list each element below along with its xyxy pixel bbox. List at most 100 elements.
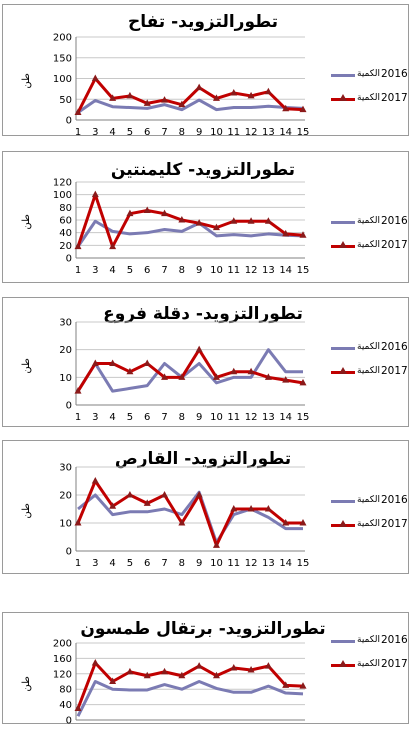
data-point [161, 373, 169, 380]
x-tick-label: 13 [262, 265, 275, 276]
series-line-2016 [76, 680, 304, 717]
y-tick-label: 40 [59, 700, 72, 711]
x-tick-label: 7 [161, 558, 167, 569]
y-tick-label: 30 [59, 463, 72, 474]
data-point [161, 209, 169, 217]
series-line-2016 [76, 348, 303, 393]
data-point [212, 541, 220, 548]
x-tick-label: 12 [245, 265, 258, 276]
data-point [264, 662, 272, 669]
x-tick-label: 6 [144, 127, 150, 137]
x-tick-label: 11 [227, 412, 240, 423]
data-point [264, 505, 272, 512]
x-tick-label: 8 [179, 265, 185, 276]
x-tick-label: 11 [227, 265, 240, 276]
x-tick-label: 10 [210, 127, 223, 137]
data-point [74, 387, 82, 394]
y-tick-label: 0 [66, 401, 72, 412]
x-tick-label: 6 [144, 265, 150, 276]
legend: الكمية 2016 الكمية 2017 [326, 633, 411, 681]
x-tick-label: 10 [210, 265, 223, 276]
data-point [282, 519, 290, 526]
y-tick-label: 20 [59, 345, 72, 356]
legend-word: الكمية [357, 519, 380, 529]
x-tick-label: 1 [75, 412, 81, 423]
data-point [282, 681, 290, 688]
series-line-2017 [76, 479, 303, 547]
data-point [195, 491, 203, 498]
legend: الكمية 2016 الكمية 2017 [326, 214, 411, 262]
y-tick-label: 20 [59, 491, 72, 502]
data-point [247, 217, 255, 224]
legend-word: الكمية [357, 216, 380, 226]
legend-year: 2017 [381, 239, 408, 251]
data-point [178, 373, 186, 380]
x-tick-label: 13 [262, 127, 275, 137]
x-tick-label: 8 [179, 558, 185, 569]
data-point [299, 378, 307, 386]
y-tick-label: 120 [53, 178, 72, 189]
x-tick-label: 12 [245, 412, 258, 423]
y-tick-label: 0 [66, 116, 72, 127]
chart-title: تطورالتزويد- القارص [114, 449, 292, 469]
data-point [299, 105, 307, 113]
x-tick-label: 15 [297, 265, 310, 276]
legend-word: الكمية [357, 342, 380, 352]
data-point [195, 83, 203, 91]
data-point [212, 671, 220, 679]
x-tick-label: 3 [92, 558, 98, 569]
x-tick-label: 15 [297, 412, 310, 423]
legend-marker [339, 241, 347, 248]
data-point [212, 223, 220, 231]
x-tick-label: 14 [279, 558, 292, 569]
x-tick-label: 1 [75, 558, 81, 569]
legend-marker [339, 660, 347, 667]
legend-marker [339, 94, 347, 101]
x-tick-label: 3 [92, 127, 98, 137]
series-line-2016 [77, 98, 304, 114]
x-tick-label: 4 [109, 265, 115, 276]
data-point [247, 665, 255, 673]
legend-word: الكمية [357, 69, 380, 79]
legend-entry: الكمية 2016 [326, 493, 411, 509]
x-tick-label: 4 [109, 558, 115, 569]
legend-word: الكمية [357, 635, 380, 645]
data-point [91, 359, 99, 366]
x-tick-label: 3 [92, 265, 98, 276]
x-tick-label: 14 [279, 265, 292, 276]
x-tick-label: 13 [262, 558, 275, 569]
x-tick-label: 9 [196, 127, 202, 137]
legend-entry: الكمية 2016 [326, 340, 411, 356]
series-line-2017 [76, 661, 304, 709]
x-tick-label: 9 [196, 265, 202, 276]
x-tick-label: 5 [127, 558, 133, 569]
legend-year: 2016 [381, 68, 408, 80]
data-point [282, 104, 290, 112]
data-point [178, 100, 186, 108]
data-point [264, 217, 272, 224]
data-point [143, 671, 151, 679]
data-point [230, 367, 238, 375]
x-tick-label: 9 [196, 558, 202, 569]
data-point [299, 231, 307, 238]
legend-word: الكمية [357, 495, 380, 505]
x-tick-label: 3 [92, 412, 98, 423]
data-point [299, 519, 307, 526]
legend-entry: الكمية 2016 [326, 633, 411, 649]
chart-svg: 0408012016020013456789101112131415 [53, 639, 307, 725]
data-point [230, 89, 238, 96]
y-tick-label: 150 [53, 53, 72, 64]
x-tick-label: 9 [196, 412, 202, 423]
x-tick-label: 14 [279, 412, 292, 423]
data-point [264, 87, 272, 95]
y-tick-label: 50 [59, 95, 72, 106]
data-point [212, 94, 220, 101]
legend-year: 2017 [381, 658, 408, 670]
data-point [126, 91, 134, 99]
x-tick-label: 1 [75, 127, 81, 137]
legend-entry: الكمية 2017 [326, 91, 411, 107]
x-tick-label: 5 [127, 127, 133, 137]
